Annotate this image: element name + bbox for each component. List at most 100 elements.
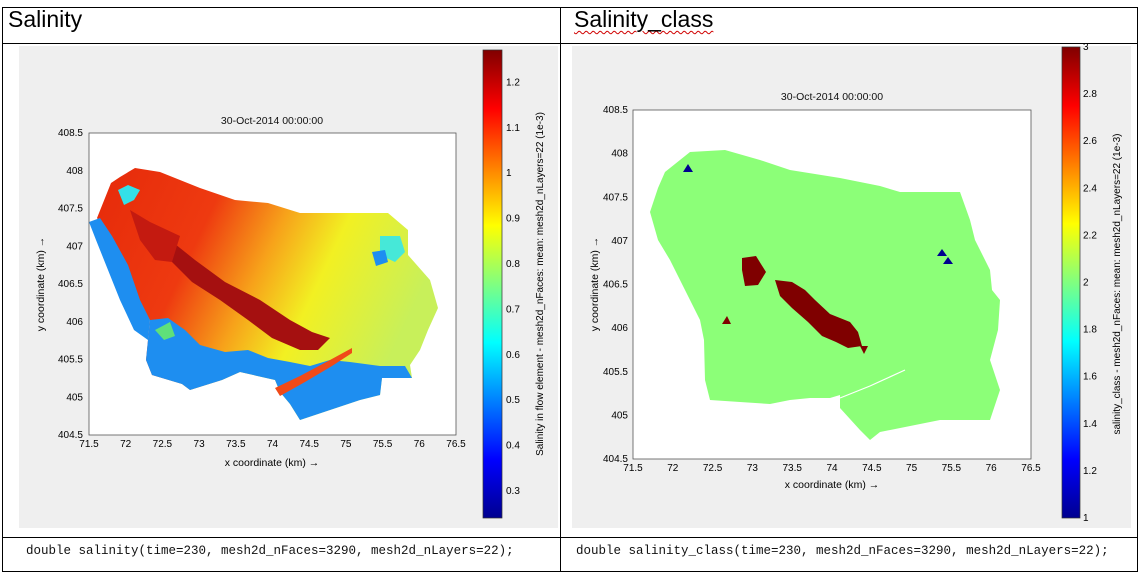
x-tick: 72.5 [153,439,173,450]
x-tick: 76 [414,439,426,450]
salinity-x-label: x coordinate (km) → [225,457,320,469]
x-tick: 74 [826,463,838,474]
x-tick: 72 [120,439,132,450]
cbar-tick: 2.6 [1083,136,1097,147]
footer-row-divider [3,537,1137,538]
salinity-patch-basin [155,322,175,340]
salinity-chart-title: 30-Oct-2014 00:00:00 [221,115,323,127]
y-tick: 404.5 [603,454,628,465]
y-tick: 406 [66,317,83,328]
salinity-class-colorbar-ticks: 1 1.2 1.4 1.6 1.8 2 2.2 2.4 2.6 2.8 3 [1083,42,1097,524]
cbar-tick: 0.6 [506,350,520,361]
x-tick: 71.5 [623,463,643,474]
cbar-tick: 2.8 [1083,89,1097,100]
y-tick: 408.5 [603,105,628,116]
cbar-tick: 0.9 [506,214,520,225]
y-tick: 407.5 [603,192,628,203]
salinity-colorbar-ticks: 0.3 0.4 0.5 0.6 0.7 0.8 0.9 1 1.1 1.2 [506,77,520,497]
cbar-tick: 1.4 [1083,419,1097,430]
y-tick: 406.5 [603,280,628,291]
x-tick: 72 [667,463,679,474]
x-tick: 76.5 [446,439,466,450]
y-tick: 407 [66,241,83,252]
salinity-class-axes-frame [632,109,1032,460]
salinity-class-header: Salinity_class [574,6,714,32]
x-tick: 75 [906,463,918,474]
cbar-tick: 0.8 [506,259,520,270]
salinity-class-marker-3 [683,164,693,172]
salinity-class-marker-5 [943,257,953,264]
salinity-low-basin [146,318,412,420]
salinity-class-colorbar-label: salinity_class - mesh2d_nFaces: mean: me… [1112,134,1123,435]
salinity-class-channel [839,369,906,399]
salinity-y-axis: 404.5 405 405.5 406 406.5 407 407.5 408 … [35,128,83,441]
y-tick: 407 [611,236,628,247]
salinity-class-marker-4 [937,249,947,256]
column-divider [560,8,561,571]
cbar-tick: 0.5 [506,395,520,406]
salinity-axes-frame [88,132,457,436]
salinity-class-y-label: y coordinate (km) → [589,237,601,332]
salinity-colorbar [482,49,503,519]
x-tick: 73.5 [782,463,802,474]
salinity-header: Salinity [8,6,83,32]
salinity-coastal-strip [89,218,150,340]
cbar-tick: 2.4 [1083,183,1097,194]
y-tick: 405 [611,410,628,421]
cbar-tick: 0.7 [506,304,520,315]
salinity-x-axis: 71.5 72 72.5 73 73.5 74 74.5 75 75.5 76 … [79,439,466,469]
cbar-tick: 1.6 [1083,372,1097,383]
x-tick: 73 [747,463,759,474]
cbar-tick: 1.8 [1083,325,1097,336]
x-tick: 73 [194,439,206,450]
x-tick: 76 [986,463,998,474]
salinity-high-band [170,240,330,350]
cbar-tick: 2 [1083,278,1089,289]
salinity-class-x-axis: 71.5 72 72.5 73 73.5 74 74.5 75 75.5 76 … [623,463,1041,491]
salinity-class-high-cells-2 [742,256,766,286]
x-tick: 75 [340,439,352,450]
cbar-tick: 3 [1083,42,1089,53]
y-tick: 408.5 [58,128,83,139]
salinity-class-x-label: x coordinate (km) → [785,479,880,491]
salinity-code: double salinity(time=230, mesh2d_nFaces=… [26,544,514,558]
x-tick: 75.5 [373,439,393,450]
salinity-class-domain [650,150,1000,440]
x-tick: 74.5 [862,463,882,474]
y-tick: 406.5 [58,279,83,290]
salinity-class-colorbar [1061,46,1081,519]
salinity-class-high-cells [775,280,862,348]
x-tick: 75.5 [942,463,962,474]
cbar-tick: 1 [1083,513,1089,524]
salinity-patch-ne-2 [372,250,388,266]
salinity-class-chart-title: 30-Oct-2014 00:00:00 [781,91,883,103]
cbar-tick: 1.2 [1083,466,1097,477]
salinity-outflow-channel [275,348,352,396]
x-tick: 71.5 [79,439,99,450]
y-tick: 405.5 [603,367,628,378]
layout-table [2,7,1138,572]
cbar-tick: 0.3 [506,486,520,497]
x-tick: 73.5 [226,439,246,450]
salinity-high-band-2 [130,210,180,262]
salinity-class-marker-2 [860,346,868,354]
y-tick: 405.5 [58,355,83,366]
header-row-divider [3,43,1137,44]
salinity-colorbar-label: Salinity in flow element - mesh2d_nFaces… [535,112,546,456]
salinity-y-label: y coordinate (km) → [35,237,47,332]
x-tick: 74.5 [299,439,319,450]
y-tick: 406 [611,323,628,334]
x-tick: 76.5 [1021,463,1041,474]
x-tick: 72.5 [703,463,723,474]
cbar-tick: 1.2 [506,77,520,88]
salinity-class-code: double salinity_class(time=230, mesh2d_n… [576,544,1109,558]
salinity-patch-nw [118,185,140,205]
cbar-tick: 0.4 [506,441,520,452]
salinity-class-y-axis: 404.5 405 405.5 406 406.5 407 407.5 408 … [589,105,628,465]
y-tick: 404.5 [58,430,83,441]
y-tick: 408 [66,166,83,177]
y-tick: 407.5 [58,204,83,215]
x-tick: 74 [267,439,279,450]
cbar-tick: 2.2 [1083,230,1097,241]
